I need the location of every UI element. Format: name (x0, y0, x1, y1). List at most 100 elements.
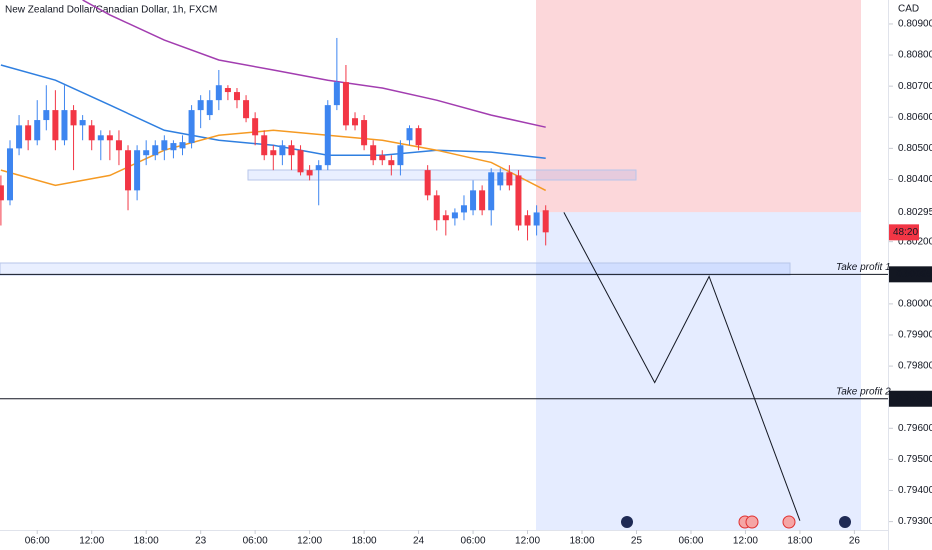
candle-body (97, 135, 104, 141)
x-tick-label: 12:00 (515, 536, 540, 547)
candle-body (415, 128, 422, 146)
candle-body (197, 100, 204, 111)
target-zone (536, 212, 861, 530)
candle-body (34, 120, 41, 141)
candle-body (324, 105, 331, 166)
candle-body (270, 150, 277, 156)
candle-body (0, 185, 4, 201)
x-tick-label: 06:00 (461, 536, 486, 547)
candle-body (206, 100, 213, 116)
candle-body (488, 172, 495, 211)
candle-body (333, 82, 340, 106)
candle-body (424, 170, 431, 196)
candle-body (460, 205, 467, 213)
moving-average (82, 0, 546, 128)
candle-body (397, 145, 404, 166)
event-icon (745, 515, 759, 529)
y-tick-label: 0.80600 (898, 112, 932, 123)
candle-body (442, 215, 449, 221)
candle-body (170, 143, 177, 151)
x-tick-label: 25 (631, 536, 643, 547)
x-tick-label: 24 (413, 536, 425, 547)
x-tick-label: 06:00 (243, 536, 268, 547)
y-tick-label: 0.80500 (898, 143, 932, 154)
x-tick-label: 06:00 (25, 536, 50, 547)
x-tick-label: 18:00 (787, 536, 812, 547)
candle-body (125, 150, 132, 191)
event-icon (839, 516, 851, 528)
take-profit-label: Take profit 1 (836, 262, 891, 273)
candle-body (506, 172, 513, 186)
y-tick-label: 0.79900 (898, 330, 932, 341)
x-tick-label: 12:00 (733, 536, 758, 547)
candle-body (370, 145, 377, 161)
candle-body (224, 88, 231, 93)
candle-body (152, 145, 159, 156)
y-tick-label: 0.80400 (898, 174, 932, 185)
chart-title: New Zealand Dollar/Canadian Dollar, 1h, … (5, 5, 217, 16)
candle-body (243, 100, 250, 119)
price-badge-label: 0.80095 (896, 269, 932, 280)
candle-body (215, 85, 222, 101)
candle-body (533, 212, 540, 226)
x-tick-label: 18:00 (569, 536, 594, 547)
countdown-badge (889, 224, 919, 241)
moving-average (0, 64, 546, 160)
candle-body (43, 110, 50, 121)
range-box (0, 262, 791, 276)
candle-body (342, 82, 349, 126)
countdown-label: 48:20 (893, 227, 918, 238)
candle-body (6, 148, 13, 201)
candle-body (25, 125, 32, 141)
candle-body (161, 140, 168, 151)
take-profit-label: Take profit 2 (836, 386, 891, 397)
candle-body (106, 135, 113, 141)
candle-body (143, 150, 150, 156)
price-badge (889, 390, 932, 407)
candle-body (524, 215, 531, 226)
y-tick-label: 0.80800 (898, 50, 932, 61)
y-tick-label: 0.79500 (898, 454, 932, 465)
price-badge (889, 266, 932, 283)
entry-label: 0.80295 (898, 207, 932, 218)
candle-body (306, 170, 313, 176)
candle-body (479, 190, 486, 211)
price-badge-label: 0.79695 (896, 393, 932, 404)
candle-body (61, 110, 68, 141)
currency-label: CAD (898, 4, 919, 15)
candle-body (233, 92, 240, 101)
candle-body (134, 150, 141, 191)
candle-body (115, 140, 122, 151)
candle-body (497, 172, 504, 186)
y-tick-label: 0.80700 (898, 81, 932, 92)
y-tick-label: 0.79600 (898, 423, 932, 434)
x-tick-label: 26 (849, 536, 861, 547)
x-tick-label: 18:00 (352, 536, 377, 547)
candle-body (79, 120, 86, 126)
candle-body (252, 118, 259, 136)
x-tick-label: 18:00 (134, 536, 159, 547)
y-tick-label: 0.80000 (898, 299, 932, 310)
candle-body (315, 165, 322, 171)
x-tick-label: 12:00 (297, 536, 322, 547)
candle-body (16, 125, 23, 149)
candle-body (406, 128, 413, 141)
candle-body (288, 145, 295, 156)
candle-body (542, 210, 549, 233)
candle-body (88, 125, 95, 141)
candle-body (261, 135, 268, 156)
y-tick-label: 0.79800 (898, 361, 932, 372)
event-icons (621, 515, 851, 529)
y-tick-label: 0.80900 (898, 19, 932, 30)
candle-body (361, 120, 368, 146)
moving-average (0, 129, 547, 192)
range-box (247, 169, 637, 181)
event-icon (782, 515, 796, 529)
candle-body (52, 110, 59, 141)
y-tick-label: 0.79300 (898, 516, 932, 527)
y-tick-label: 0.80200 (898, 236, 932, 247)
candle-body (451, 212, 458, 219)
event-icon (621, 516, 633, 528)
candle-body (297, 150, 304, 173)
